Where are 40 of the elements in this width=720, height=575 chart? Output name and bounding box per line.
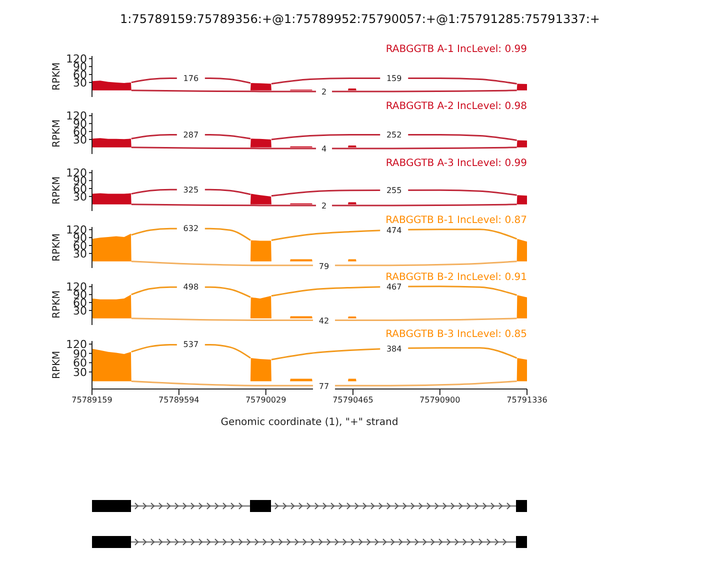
x-tick-label: 75789159 <box>72 396 112 405</box>
annotation: 287 <box>183 130 199 140</box>
y-axis-title: RPKM <box>52 119 63 148</box>
x-tick-label: 75791336 <box>506 396 548 405</box>
y-tick-label: 30 <box>73 366 87 379</box>
chart-subtitle: RABGGTB B-2 IncLevel: 0.91 <box>386 272 527 283</box>
annotation: 252 <box>386 130 402 140</box>
annotation: 42 <box>318 316 330 326</box>
annotation: 255 <box>386 186 402 195</box>
x-tick-label: 75789594 <box>158 396 200 405</box>
x-tick-label: 75790900 <box>420 396 460 405</box>
y-axis-title: RPKM <box>52 233 63 262</box>
annotation: 537 <box>183 340 199 350</box>
annotation: 2 <box>321 202 327 211</box>
annotation: 2 <box>321 88 327 97</box>
annotation: 79 <box>318 262 330 271</box>
chart-title: 1:75789159:75789356:+@1:75789952:75790057:+@1:75791285:75791337:+ <box>119 11 601 28</box>
x-tick-label: 75790029 <box>245 396 286 405</box>
x-tick-label: 75790465 <box>332 396 374 405</box>
annotation: 159 <box>386 74 402 83</box>
chart-subtitle: RABGGTB A-1 IncLevel: 0.99 <box>386 44 527 55</box>
annotation: 384 <box>386 344 402 354</box>
chart-subtitle: RABGGTB B-1 IncLevel: 0.87 <box>386 215 527 226</box>
y-tick-label: 120 <box>66 338 87 351</box>
annotation: 4 <box>321 144 327 154</box>
annotation: 176 <box>183 74 199 83</box>
annotation: 467 <box>386 282 402 292</box>
chart-subtitle: RABGGTB A-3 IncLevel: 0.99 <box>386 158 527 169</box>
y-axis-title: RPKM <box>52 290 63 318</box>
y-axis-title: RPKM <box>52 176 63 204</box>
y-axis-title: RPKM <box>52 62 63 90</box>
chart-subtitle: RABGGTB B-3 IncLevel: 0.85 <box>386 329 527 340</box>
x-axis-title: Genomic coordinate (1), "+" strand <box>220 417 398 428</box>
annotation: 632 <box>183 224 199 234</box>
annotation: 474 <box>386 226 402 236</box>
y-axis-title: RPKM <box>52 350 63 379</box>
annotation: 325 <box>183 185 199 194</box>
annotation: 498 <box>183 282 199 292</box>
chart-subtitle: RABGGTB A-2 IncLevel: 0.98 <box>386 101 527 112</box>
annotation: 77 <box>318 382 330 392</box>
